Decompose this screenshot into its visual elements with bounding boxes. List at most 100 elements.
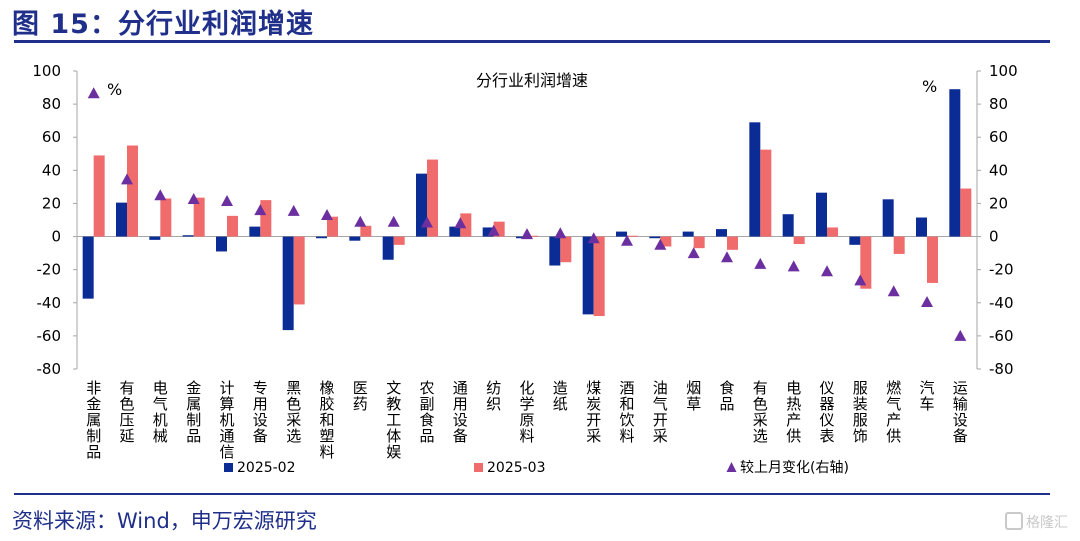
category-label: 医药 [353, 379, 368, 413]
category-label-char: 设 [253, 411, 268, 429]
bar-2025-02-电热产供 [782, 214, 794, 237]
bar-2025-02-油气开采 [649, 236, 661, 239]
bar-2025-02-造纸 [549, 236, 561, 266]
bar-2025-03-有色采选 [760, 149, 772, 237]
marker-change-烟草 [687, 247, 700, 259]
category-label: 有色采选 [753, 379, 768, 445]
bar-2025-02-仪器仪表 [816, 192, 827, 237]
source-note: 资料来源：Wind，申万宏源研究 [12, 509, 317, 533]
category-label-char: 和 [319, 411, 334, 429]
category-label-char: 采 [653, 427, 668, 445]
legend-swatch-2025-02 [224, 463, 233, 472]
bar-2025-02-橡胶和塑料 [316, 236, 327, 239]
bar-2025-03-黑色采选 [293, 236, 305, 305]
category-label-char: 品 [86, 443, 101, 461]
category-label-char: 热 [786, 395, 801, 413]
chart-title: 分行业利润增速 [476, 71, 588, 90]
profit-growth-chart: 分行业利润增速 % % 100 100 80 80 60 60 40 40 20 20 0 0 -20 -… [32, 62, 1017, 476]
category-label-char: 供 [886, 427, 901, 445]
category-label-char: 医 [353, 379, 368, 397]
category-label-char: 气 [653, 395, 668, 413]
legend-swatch-较上月变化(右轴) [726, 462, 737, 472]
bar-2025-02-酒和饮料 [616, 231, 627, 237]
left-tick-label: 80 [42, 95, 61, 113]
bar-2025-03-服装服饰 [860, 236, 872, 289]
marker-change-计算机通信 [221, 195, 233, 206]
bar-2025-03-煤炭开采 [593, 236, 605, 317]
category-label-char: 产 [786, 411, 801, 429]
category-label-char: 输 [953, 395, 968, 413]
category-label: 油气开采 [653, 379, 668, 445]
bar-2025-02-汽车 [916, 217, 927, 237]
header-rule [14, 40, 1050, 43]
category-label: 服装服饰 [853, 379, 868, 445]
category-label-char: 专 [253, 379, 268, 397]
category-label-char: 供 [786, 427, 801, 445]
category-label-char: 胶 [319, 395, 334, 413]
category-label-char: 采 [753, 411, 768, 429]
bar-2025-02-专用设备 [249, 226, 261, 237]
bar-2025-03-汽车 [927, 236, 938, 283]
category-label-char: 色 [286, 395, 301, 413]
bar-2025-02-非金属制品 [82, 236, 94, 299]
category-label-char: 塑 [319, 427, 334, 445]
watermark-text: 格隆汇 [1026, 515, 1068, 531]
category-label-char: 饮 [619, 411, 634, 429]
left-unit-label: % [107, 80, 122, 99]
category-label-char: 纺 [486, 379, 501, 397]
category-label-char: 延 [119, 427, 134, 445]
category-label-char: 酒 [619, 379, 634, 397]
category-label-char: 工 [386, 411, 401, 429]
right-tick-label: 60 [989, 128, 1008, 146]
left-tick-label: 20 [42, 194, 61, 212]
bar-2025-03-烟草 [693, 236, 705, 249]
right-tick-label: -60 [989, 327, 1014, 345]
bar-2025-03-专用设备 [260, 200, 272, 237]
category-label-char: 服 [853, 411, 868, 429]
category-label-char: 信 [219, 443, 234, 461]
category-label-char: 色 [119, 395, 134, 413]
category-label-char: 汽 [919, 379, 934, 397]
category-label-char: 选 [286, 427, 301, 445]
category-label-char: 气 [886, 395, 901, 413]
marker-change-仪器仪表 [821, 265, 833, 277]
marker-change-纺织 [487, 224, 500, 236]
category-label-char: 备 [953, 427, 968, 445]
category-label-char: 化 [519, 379, 534, 397]
marker-change-服装服饰 [854, 274, 867, 286]
category-label-char: 有 [753, 379, 768, 397]
category-label-char: 煤 [586, 379, 601, 397]
bar-2025-03-电气机械 [160, 198, 172, 237]
category-label-char: 烟 [686, 379, 701, 397]
marker-change-黑色采选 [287, 204, 300, 216]
bar-2025-03-非金属制品 [93, 155, 105, 237]
category-label-char: 文 [386, 379, 401, 397]
marker-change-有色采选 [754, 257, 767, 269]
category-label-char: 选 [753, 427, 768, 445]
category-label-char: 采 [586, 427, 601, 445]
marker-change-橡胶和塑料 [321, 209, 333, 220]
marker-change-酒和饮料 [621, 234, 633, 246]
category-label-char: 料 [319, 443, 334, 461]
category-label-char: 造 [553, 379, 568, 397]
category-label-char: 表 [819, 427, 834, 445]
category-label-char: 有 [119, 379, 134, 397]
markers-layer [87, 87, 967, 341]
category-label-char: 开 [653, 411, 668, 429]
bar-2025-03-酒和饮料 [627, 235, 638, 237]
category-label-char: 燃 [886, 379, 901, 397]
marker-change-农副食品 [421, 216, 433, 228]
category-label-char: 食 [419, 411, 434, 429]
category-labels-layer: 非金属制品有色压延电气机械金属制品计算机通信专用设备黑色采选橡胶和塑料医药文教工… [86, 379, 968, 461]
marker-change-金属制品 [187, 193, 200, 204]
category-label-char: 器 [819, 395, 834, 413]
right-tick-label: 40 [989, 161, 1008, 179]
bar-2025-03-农副食品 [427, 159, 438, 237]
legend: 2025-02 2025-03 较上月变化(右轴) [224, 460, 849, 476]
bar-2025-03-文教工体娱 [393, 236, 405, 245]
category-label-char: 属 [86, 411, 101, 429]
bar-2025-02-农副食品 [416, 173, 427, 237]
category-label-char: 压 [119, 411, 134, 429]
category-label-char: 机 [153, 411, 168, 429]
watermark-logo-icon [1005, 512, 1023, 530]
